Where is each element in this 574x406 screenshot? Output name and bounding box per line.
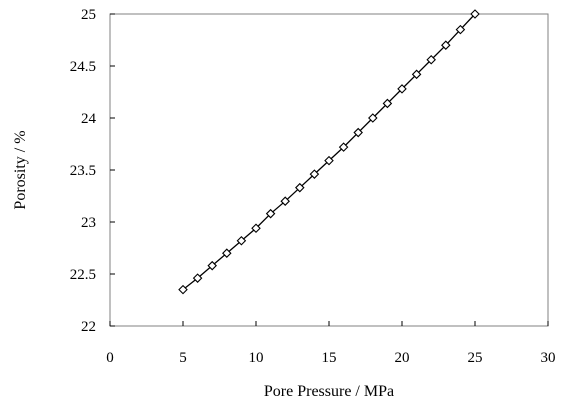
x-axis-title: Pore Pressure / MPa — [264, 383, 394, 400]
x-tick-label: 25 — [468, 350, 483, 366]
x-tick-label: 10 — [249, 350, 264, 366]
x-tick-label: 5 — [179, 350, 187, 366]
data-point — [455, 24, 466, 35]
data-point — [207, 260, 217, 271]
x-tick-label: 15 — [322, 350, 337, 366]
data-point — [338, 142, 349, 152]
data-point — [441, 40, 451, 50]
x-tick-label: 30 — [541, 350, 556, 366]
y-tick-label: 23 — [81, 215, 96, 231]
data-point — [178, 284, 188, 295]
y-tick-label: 24.5 — [70, 59, 96, 75]
y-tick-label: 22 — [81, 319, 96, 335]
data-point — [368, 113, 378, 123]
data-point — [236, 235, 247, 246]
y-tick-label: 23.5 — [70, 163, 96, 179]
data-point — [426, 54, 436, 65]
data-point — [251, 223, 261, 234]
data-point — [265, 208, 276, 219]
y-tick-label: 22.5 — [70, 267, 96, 283]
data-point — [280, 196, 290, 206]
data-point — [324, 155, 334, 166]
y-axis-title: Porosity / % — [12, 130, 29, 209]
data-point — [411, 69, 422, 80]
data-point — [192, 273, 203, 283]
data-point — [470, 9, 480, 19]
data-point — [397, 84, 407, 94]
plot-frame — [109, 13, 549, 327]
series-layer — [178, 9, 480, 295]
x-tick-label: 20 — [395, 350, 410, 366]
data-point — [309, 169, 320, 179]
data-point — [382, 98, 393, 109]
x-axis: 0 5 10 15 20 25 30 — [106, 321, 556, 366]
data-point — [353, 127, 363, 138]
y-tick-label: 25 — [81, 7, 96, 23]
data-point — [295, 182, 305, 193]
y-tick-label: 24 — [81, 111, 97, 127]
y-axis: 22 22.5 23 23.5 24 24.5 25 — [70, 7, 115, 335]
x-tick-label: 0 — [106, 350, 114, 366]
data-point — [222, 248, 232, 258]
